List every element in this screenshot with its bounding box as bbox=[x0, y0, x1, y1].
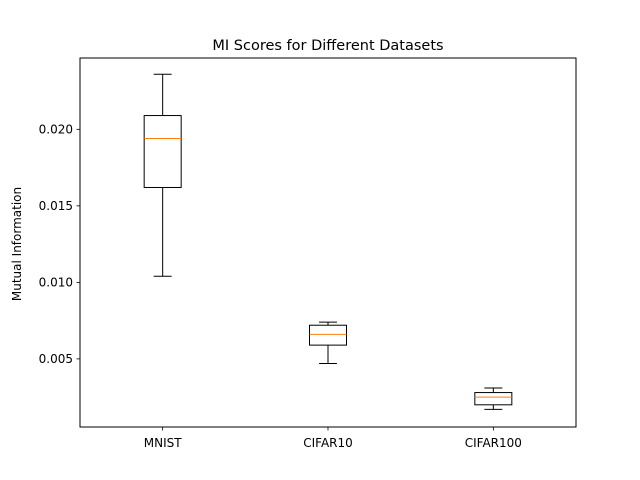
y-tick-label: 0.015 bbox=[39, 199, 73, 213]
box-mnist bbox=[143, 115, 182, 188]
x-tick-label: MNIST bbox=[144, 436, 182, 450]
plot-marks: 0.005 0.010 0.015 0.020 MNIST CIFAR10 CIFAR100 bbox=[39, 73, 522, 450]
x-tick-label: CIFAR100 bbox=[465, 436, 522, 450]
x-tick-label: CIFAR10 bbox=[303, 436, 353, 450]
y-axis-label: Mutual Information bbox=[10, 187, 24, 301]
chart-title: MI Scores for Different Datasets bbox=[212, 38, 443, 54]
y-tick-label: 0.020 bbox=[39, 122, 73, 136]
box-cifar100 bbox=[474, 392, 513, 406]
plot-frame bbox=[79, 57, 577, 428]
y-tick-label: 0.005 bbox=[39, 352, 73, 366]
y-tick-label: 0.010 bbox=[39, 275, 73, 289]
box-cifar10 bbox=[309, 324, 347, 346]
